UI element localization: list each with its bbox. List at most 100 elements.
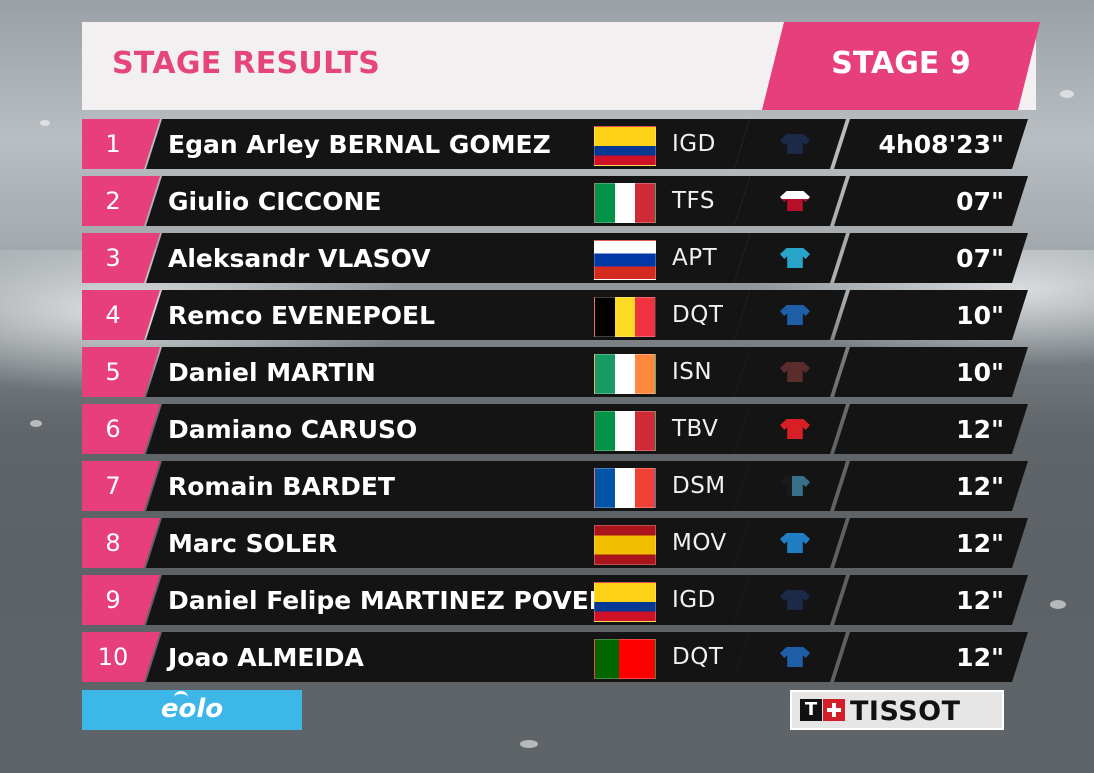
- finish-time: 12": [956, 415, 1004, 444]
- finish-time: 12": [956, 472, 1004, 501]
- rank-badge: 6: [82, 404, 160, 454]
- rank-badge: 2: [82, 176, 160, 226]
- belgium-flag-icon: [594, 297, 656, 337]
- stage-label: STAGE 9: [831, 46, 971, 81]
- rank-badge: 10: [82, 632, 160, 682]
- jersey-panel: [734, 119, 846, 169]
- rank-number: 9: [105, 586, 121, 614]
- ireland-flag-icon: [594, 354, 656, 394]
- result-row: 1 Egan Arley BERNAL GOMEZ IGD 4h08'23": [82, 119, 1028, 169]
- portugal-flag-icon: [594, 639, 656, 679]
- russia-flag-icon: [594, 240, 656, 280]
- jersey-panel: [734, 575, 846, 625]
- finish-time: 12": [956, 643, 1004, 672]
- rank-number: 6: [105, 415, 121, 443]
- rider-name: Remco EVENEPOEL: [168, 301, 436, 330]
- rank-badge: 5: [82, 347, 160, 397]
- finish-time: 07": [956, 244, 1004, 273]
- rider-name: Daniel Felipe MARTINEZ POVEDA: [168, 586, 629, 615]
- snowflake: [520, 740, 538, 748]
- result-row: 6 Damiano CARUSO TBV 12": [82, 404, 1028, 454]
- time-panel: 12": [834, 518, 1028, 568]
- result-row: 3 Aleksandr VLASOV APT 07": [82, 233, 1028, 283]
- team-code: TFS: [672, 188, 715, 214]
- time-panel: 12": [834, 404, 1028, 454]
- tissot-logo-text: TISSOT: [850, 696, 961, 727]
- rank-badge: 9: [82, 575, 160, 625]
- rank-number: 4: [105, 301, 121, 329]
- spain-flag-icon: [594, 525, 656, 565]
- trek-jersey-icon: [780, 191, 810, 211]
- finish-time: 10": [956, 358, 1004, 387]
- team-code: TBV: [672, 416, 719, 442]
- result-row: 10 Joao ALMEIDA DQT 12": [82, 632, 1028, 682]
- result-row: 8 Marc SOLER MOV 12": [82, 518, 1028, 568]
- finish-time: 12": [956, 586, 1004, 615]
- jersey-panel: [734, 632, 846, 682]
- rank-badge: 1: [82, 119, 160, 169]
- france-flag-icon: [594, 468, 656, 508]
- rider-name: Marc SOLER: [168, 529, 338, 558]
- snowflake: [1050, 600, 1066, 609]
- colombia-flag-icon: [594, 126, 656, 166]
- jersey-panel: [734, 290, 846, 340]
- rank-number: 8: [105, 529, 121, 557]
- rank-badge: 7: [82, 461, 160, 511]
- finish-time: 4h08'23": [878, 130, 1004, 159]
- finish-time: 10": [956, 301, 1004, 330]
- results-header: STAGE RESULTS STAGE 9: [82, 22, 1036, 110]
- eolo-logo-text: eolo: [160, 694, 224, 724]
- italy-flag-icon: [594, 411, 656, 451]
- jersey-panel: [734, 233, 846, 283]
- page-title: STAGE RESULTS: [112, 46, 381, 81]
- movistar-jersey-icon: [780, 533, 810, 553]
- bahrain-jersey-icon: [780, 419, 810, 439]
- team-code: DQT: [672, 302, 724, 328]
- tissot-t-mark: T: [800, 699, 822, 721]
- finish-time: 12": [956, 529, 1004, 558]
- snowflake: [40, 120, 50, 126]
- finish-time: 07": [956, 187, 1004, 216]
- colombia-flag-icon: [594, 582, 656, 622]
- rider-name: Aleksandr VLASOV: [168, 244, 431, 273]
- rider-name: Egan Arley BERNAL GOMEZ: [168, 130, 551, 159]
- team-code: APT: [672, 245, 718, 271]
- time-panel: 07": [834, 176, 1028, 226]
- rider-name: Daniel MARTIN: [168, 358, 376, 387]
- time-panel: 12": [834, 461, 1028, 511]
- tissot-sponsor-logo: T TISSOT: [790, 690, 1004, 730]
- rank-number: 1: [105, 130, 121, 158]
- jersey-panel: [734, 518, 846, 568]
- rank-badge: 3: [82, 233, 160, 283]
- team-code: IGD: [672, 131, 716, 157]
- time-panel: 12": [834, 632, 1028, 682]
- ineos-jersey-icon: [780, 590, 810, 610]
- rider-name: Giulio CICCONE: [168, 187, 382, 216]
- rank-badge: 4: [82, 290, 160, 340]
- dsm-jersey-icon: [780, 476, 810, 496]
- astana-jersey-icon: [780, 248, 810, 268]
- result-row: 2 Giulio CICCONE TFS 07": [82, 176, 1028, 226]
- rank-number: 5: [105, 358, 121, 386]
- team-code: MOV: [672, 530, 727, 556]
- rank-number: 10: [97, 643, 129, 671]
- time-panel: 12": [834, 575, 1028, 625]
- swiss-cross-icon: [823, 699, 845, 721]
- time-panel: 10": [834, 347, 1028, 397]
- result-row: 9 Daniel Felipe MARTINEZ POVEDA IGD 12": [82, 575, 1028, 625]
- snowflake: [30, 420, 42, 427]
- rank-badge: 8: [82, 518, 160, 568]
- time-panel: 4h08'23": [834, 119, 1028, 169]
- deceuninck-jersey-icon: [780, 647, 810, 667]
- deceuninck-jersey-icon: [780, 305, 810, 325]
- rank-number: 3: [105, 244, 121, 272]
- jersey-panel: [734, 404, 846, 454]
- result-row: 4 Remco EVENEPOEL DQT 10": [82, 290, 1028, 340]
- italy-flag-icon: [594, 183, 656, 223]
- time-panel: 07": [834, 233, 1028, 283]
- ineos-jersey-icon: [780, 134, 810, 154]
- team-code: DQT: [672, 644, 724, 670]
- time-panel: 10": [834, 290, 1028, 340]
- result-row: 7 Romain BARDET DSM 12": [82, 461, 1028, 511]
- team-code: IGD: [672, 587, 716, 613]
